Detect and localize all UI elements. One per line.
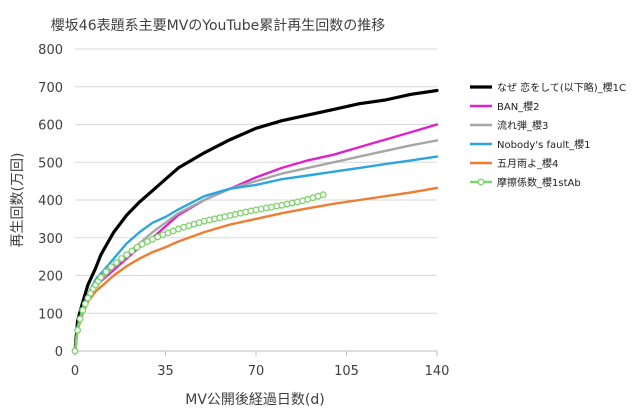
x-tick-label: 0 xyxy=(71,364,79,379)
y-tick-label: 400 xyxy=(38,194,63,209)
y-tick-label: 700 xyxy=(38,81,63,96)
y-tick-label: 100 xyxy=(38,307,63,322)
y-tick-label: 600 xyxy=(38,119,63,134)
x-tick-label: 70 xyxy=(248,364,265,379)
tick-labels: 0 100 200 300 400 500 600 700 800 0 35 70 105 140 xyxy=(38,43,449,379)
y-tick-label: 300 xyxy=(38,232,63,247)
series-marker xyxy=(128,247,136,255)
x-tick-label: 140 xyxy=(425,364,450,379)
series-marker xyxy=(319,191,327,199)
axes xyxy=(74,350,438,356)
series-marker xyxy=(79,306,87,314)
series-marker xyxy=(76,315,84,323)
series-marker xyxy=(133,243,141,251)
series-marker xyxy=(97,273,105,281)
series-line xyxy=(73,88,439,353)
y-tick-label: 500 xyxy=(38,156,63,171)
legend-label: 流れ弾_櫻3 xyxy=(497,119,548,132)
y-tick-label: 800 xyxy=(38,43,63,58)
series-line xyxy=(73,186,439,353)
series-marker xyxy=(138,240,146,248)
chart-title: 櫻坂46表題系主要MVのYouTube累計再生回数の推移 xyxy=(51,17,385,34)
series-marker xyxy=(118,255,125,262)
series-marker xyxy=(102,268,110,276)
legend-label: なぜ 恋をして(以下略)_櫻1C xyxy=(497,81,626,94)
y-tick-label: 0 xyxy=(55,345,63,360)
series-marker xyxy=(71,347,79,355)
x-tick-label: 35 xyxy=(157,364,174,379)
x-axis-title: MV公開後経過日数(d) xyxy=(185,392,324,408)
series-marker xyxy=(107,263,115,271)
gridlines xyxy=(75,48,437,314)
plot-area xyxy=(71,88,439,355)
series-line xyxy=(73,139,439,353)
x-tick-label: 105 xyxy=(334,364,359,379)
legend-marker xyxy=(477,178,485,186)
legend-label: Nobody's fault_櫻1 xyxy=(497,138,591,151)
y-axis-title: 再生回数(万回) xyxy=(10,153,26,248)
series-marker xyxy=(123,251,131,259)
series-line xyxy=(73,193,325,353)
legend-label: 五月雨よ_櫻4 xyxy=(497,157,558,170)
series-marker xyxy=(81,300,89,308)
series-marker xyxy=(112,259,120,267)
series-marker xyxy=(74,326,82,334)
legend: なぜ 恋をして(以下略)_櫻1C BAN_櫻2 流れ弾_櫻3 Nobody's fau… xyxy=(470,81,626,189)
legend-label: 摩擦係数_櫻1stAb xyxy=(497,176,581,189)
legend-label: BAN_櫻2 xyxy=(497,100,540,113)
y-tick-label: 200 xyxy=(38,270,63,285)
